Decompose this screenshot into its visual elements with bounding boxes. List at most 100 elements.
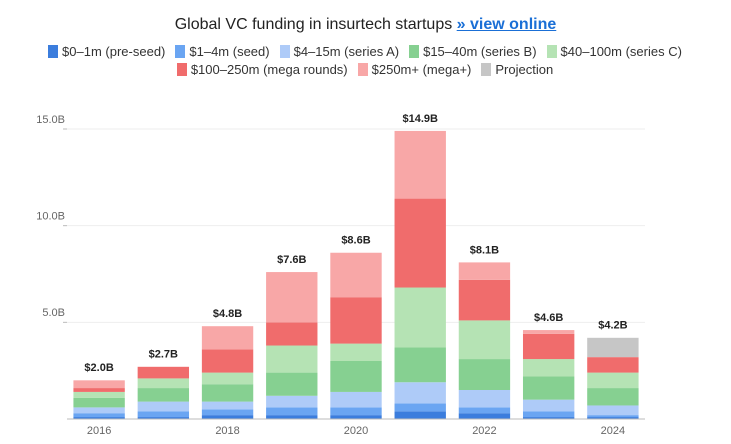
chart-title: Global VC funding in insurtech startups [174, 16, 453, 33]
bar-segment [330, 297, 382, 344]
x-tick-label: 2020 [344, 425, 368, 437]
bar-segment [458, 320, 511, 360]
legend-label: $1–4m (seed) [189, 44, 270, 59]
legend-swatch [175, 45, 186, 58]
legend-label: $0–1m (pre-seed) [62, 44, 166, 59]
bar-segment [266, 322, 318, 346]
bar-segment [137, 378, 190, 389]
legend-item: $100–250m (mega rounds) [176, 62, 348, 77]
legend-label: $40–100m (series C) [560, 44, 682, 59]
total-label: $8.1B [470, 244, 499, 256]
bar-segment [137, 401, 190, 412]
bar-segment [266, 395, 318, 408]
legend-label: $15–40m (series B) [423, 44, 537, 59]
legend-label: $250m+ (mega+) [371, 62, 472, 77]
bar-segment [73, 397, 125, 408]
legend-swatch [279, 45, 290, 58]
legend-item: $40–100m (series C) [546, 44, 682, 59]
bar-segment [330, 415, 382, 419]
bar-segment [458, 413, 511, 419]
total-label: $14.9B [402, 113, 438, 125]
total-label: $4.6B [534, 312, 563, 324]
title-row: Global VC funding in insurtech startups … [0, 16, 731, 34]
legend-swatch [357, 63, 368, 76]
bar-segment [266, 345, 318, 373]
bar-segment [522, 376, 575, 400]
bar-segment [201, 372, 254, 385]
y-tick-label: 10.0B [36, 211, 65, 223]
legend-swatch [409, 45, 420, 58]
bar-segment [522, 417, 575, 419]
bar-segment [266, 415, 318, 419]
bar-segment [394, 347, 446, 383]
x-tick-label: 2022 [472, 425, 496, 437]
bar-segment [522, 330, 575, 334]
bar-segment [587, 417, 639, 419]
total-label: $8.6B [341, 235, 370, 247]
legend-swatch [176, 63, 187, 76]
bar-segment [458, 407, 511, 414]
bar-segment [266, 372, 318, 396]
bar-segment [394, 403, 446, 412]
bar-segment [394, 130, 446, 199]
legend-label: $100–250m (mega rounds) [190, 62, 348, 77]
bar-segment [201, 415, 254, 419]
bar-segment [73, 417, 125, 419]
view-online-link[interactable]: » view online [456, 16, 557, 33]
bar-segment [330, 252, 382, 298]
bar-segment [137, 366, 190, 379]
legend-item: $250m+ (mega+) [357, 62, 472, 77]
y-tick-label: 15.0B [36, 114, 65, 126]
bar-segment [587, 415, 639, 418]
bar-segment [73, 413, 125, 418]
legend-item: $4–15m (series A) [279, 44, 400, 59]
x-tick-label: 2018 [215, 425, 239, 437]
bar-segment [73, 380, 125, 389]
bar-segment [201, 401, 254, 410]
bar-segment [201, 384, 254, 402]
legend-item: Projection [481, 62, 553, 77]
bar-segment [522, 411, 575, 418]
total-label: $4.8B [213, 308, 242, 320]
legend-swatch [546, 45, 557, 58]
bar-segment [73, 391, 125, 398]
bar-segment [137, 411, 190, 418]
bar-segment [201, 409, 254, 416]
bar-segment [330, 361, 382, 392]
bar-segment [458, 390, 511, 408]
total-label: $4.2B [598, 320, 627, 332]
bar-segment [458, 262, 511, 280]
legend-label: $4–15m (series A) [293, 44, 400, 59]
y-tick-label: 5.0B [42, 307, 65, 319]
total-label: $7.6B [277, 254, 306, 266]
bar-segment [394, 411, 446, 419]
legend-swatch [481, 63, 492, 76]
bar-segment [137, 417, 190, 419]
legend-item: $0–1m (pre-seed) [48, 44, 165, 59]
legend-item: $15–40m (series B) [409, 44, 537, 59]
bar-segment [266, 272, 318, 323]
total-label: $2.7B [149, 349, 178, 361]
bar-segment [522, 333, 575, 360]
bar-segment [522, 359, 575, 377]
x-tick-label: 2024 [601, 425, 625, 437]
bar-segment [458, 359, 511, 390]
bar-segment [394, 287, 446, 348]
bar-segment [73, 388, 125, 392]
bar-segment [201, 349, 254, 373]
total-label: $2.0B [84, 362, 113, 374]
bar-segment [394, 198, 446, 288]
bar-segment [330, 343, 382, 361]
bar-segment [587, 405, 639, 416]
bar-segment [330, 407, 382, 416]
legend: $0–1m (pre-seed) $1–4m (seed) $4–15m (seri… [30, 44, 700, 77]
bar-segment [266, 407, 318, 416]
x-tick-label: 2016 [87, 425, 111, 437]
legend-label: Projection [495, 62, 554, 77]
bar-segment [394, 382, 446, 404]
bar-segment [587, 337, 639, 358]
bar-segment [587, 388, 639, 406]
bar-segment [522, 399, 575, 412]
